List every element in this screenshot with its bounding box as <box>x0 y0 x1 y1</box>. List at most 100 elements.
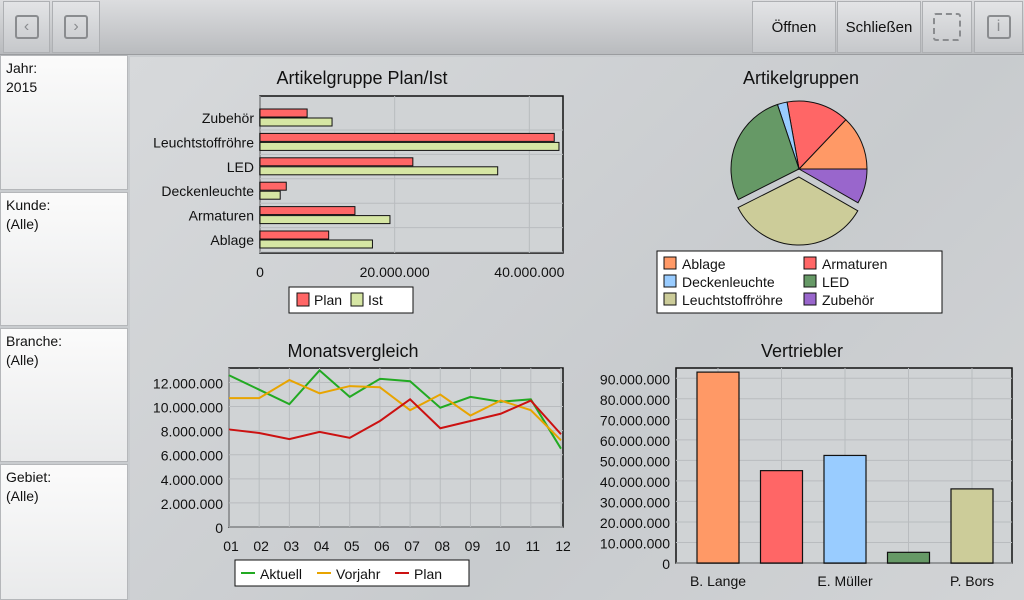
bar-ist <box>259 166 499 176</box>
chart-title: Artikelgruppe Plan/Ist <box>276 68 447 88</box>
legend-label: LED <box>822 274 849 290</box>
bar-ist <box>259 215 391 225</box>
y-tick-label: 8.000.000 <box>161 424 223 440</box>
y-tick-label: 2.000.000 <box>161 496 223 512</box>
x-tick-label: 01 <box>223 538 239 554</box>
filter-value: 2015 <box>6 79 38 95</box>
filter-value: (Alle) <box>6 216 39 232</box>
bar-vertriebler <box>950 488 994 564</box>
x-tick-label: 09 <box>465 538 481 554</box>
y-tick-label: 20.000.000 <box>600 515 670 531</box>
filter-customer[interactable]: Kunde: (Alle) <box>0 192 128 326</box>
pie-slice-1 <box>786 100 847 171</box>
y-tick-label: 40.000.000 <box>600 474 670 490</box>
x-tick-label: 12 <box>555 538 571 554</box>
info-button[interactable]: i <box>974 1 1023 53</box>
filter-region[interactable]: Gebiet: (Alle) <box>0 464 128 600</box>
y-tick-label: 4.000.000 <box>161 472 223 488</box>
filter-sidebar: Jahr: 2015 Kunde: (Alle) Branche: (Alle) Ge… <box>0 55 128 600</box>
legend-label: Zubehör <box>822 292 874 308</box>
chart-title: Monatsvergleich <box>287 341 418 361</box>
filter-value: (Alle) <box>6 488 39 504</box>
legend-label: Aktuell <box>260 566 302 582</box>
y-tick-label: 70.000.000 <box>600 412 670 428</box>
filter-year[interactable]: Jahr: 2015 <box>0 55 128 190</box>
back-button[interactable]: ‹ <box>3 1 50 53</box>
x-tick-label: 0 <box>256 264 264 280</box>
legend-swatch <box>803 274 817 288</box>
y-tick-label: 50.000.000 <box>600 453 670 469</box>
x-tick-label: 20.000.000 <box>360 264 430 280</box>
close-button[interactable]: Schließen <box>837 1 921 53</box>
legend-swatch <box>296 292 310 307</box>
x-tick-label: 02 <box>253 538 269 554</box>
legend-label: Leuchtstoffröhre <box>682 292 783 308</box>
y-tick-label: 6.000.000 <box>161 448 223 464</box>
x-tick-label: 04 <box>314 538 330 554</box>
bar-ist <box>259 190 281 200</box>
x-tick-label: 06 <box>374 538 390 554</box>
bar-plan <box>259 157 414 167</box>
bar-ist <box>259 117 333 127</box>
line-chart-plot <box>228 367 564 528</box>
legend-swatch <box>663 274 677 288</box>
category-label: Leuchtstoffröhre <box>153 134 254 150</box>
bar-vertriebler <box>886 551 931 564</box>
rotate-icon <box>933 13 961 41</box>
chart-title: Vertriebler <box>761 341 843 361</box>
legend-label: Plan <box>414 566 442 582</box>
rotate-button[interactable] <box>922 1 972 53</box>
bar-vertriebler <box>759 470 804 564</box>
category-label: Deckenleuchte <box>161 183 254 199</box>
bar-ist <box>259 239 373 249</box>
y-tick-label: 60.000.000 <box>600 433 670 449</box>
category-label: LED <box>227 159 254 175</box>
y-tick-label: 0 <box>662 556 670 572</box>
legend-label: Ablage <box>682 256 726 272</box>
pie-slice-5 <box>797 168 868 204</box>
x-tick-label: 40.000.000 <box>494 264 564 280</box>
chevron-right-icon: › <box>64 15 88 39</box>
filter-value: (Alle) <box>6 352 39 368</box>
line-plan <box>228 398 562 441</box>
category-label: Armaturen <box>189 208 254 224</box>
legend-swatch <box>663 292 677 306</box>
legend-swatch <box>803 292 817 306</box>
chart-title: Artikelgruppen <box>743 68 859 88</box>
filter-industry[interactable]: Branche: (Alle) <box>0 328 128 462</box>
legend-swatch <box>803 256 817 270</box>
x-tick-label: 10 <box>495 538 511 554</box>
bar-vertriebler <box>823 454 867 564</box>
filter-label: Kunde: <box>6 197 51 213</box>
toolbar: ‹ › Öffnen Schließen i <box>0 0 1024 55</box>
legend-label: Armaturen <box>822 256 887 272</box>
y-tick-label: 0 <box>215 520 223 536</box>
x-tick-label: P. Bors <box>950 573 994 589</box>
x-tick-label: 05 <box>344 538 360 554</box>
legend <box>656 250 943 314</box>
info-icon: i <box>986 15 1011 39</box>
x-tick-label: E. Müller <box>817 573 873 589</box>
legend-swatch <box>663 256 677 270</box>
y-tick-label: 10.000.000 <box>600 535 670 551</box>
bar-vertriebler <box>696 371 740 564</box>
category-label: Zubehör <box>202 110 254 126</box>
bar-plan <box>259 230 330 240</box>
chevron-left-icon: ‹ <box>14 15 39 39</box>
y-tick-label: 10.000.000 <box>153 400 223 416</box>
x-tick-label: 08 <box>434 538 450 554</box>
y-tick-label: 90.000.000 <box>600 371 670 387</box>
bar-plan <box>259 206 356 216</box>
x-tick-label: 11 <box>526 538 541 554</box>
x-tick-label: 03 <box>284 538 300 554</box>
x-tick-label: B. Lange <box>690 573 746 589</box>
open-button[interactable]: Öffnen <box>752 1 836 53</box>
bar-ist <box>259 141 560 151</box>
forward-button[interactable]: › <box>52 1 100 53</box>
y-tick-label: 80.000.000 <box>600 392 670 408</box>
bar-plan <box>259 108 308 118</box>
legend <box>234 559 470 587</box>
x-tick-label: 07 <box>404 538 420 554</box>
y-tick-label: 12.000.000 <box>153 375 223 391</box>
